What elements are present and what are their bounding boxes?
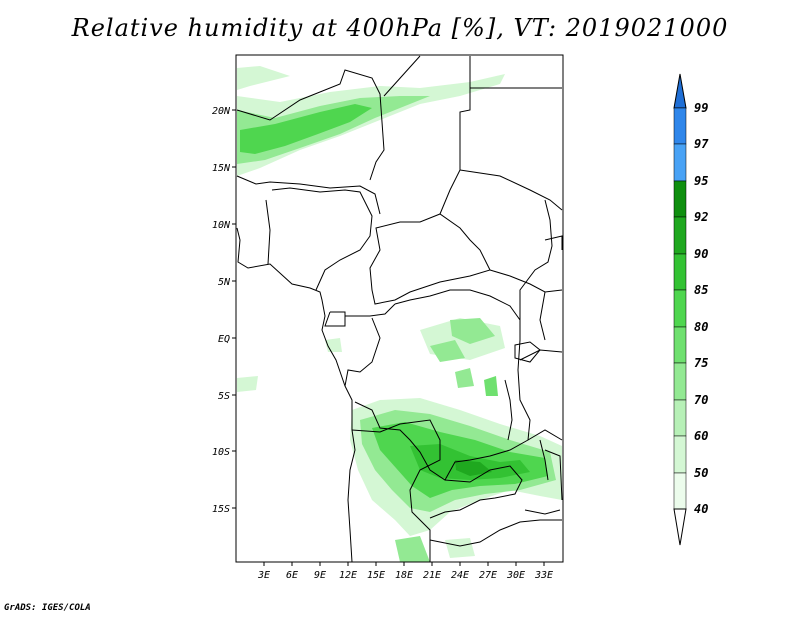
lon-label: 12E bbox=[339, 570, 357, 581]
lat-label: EQ bbox=[218, 334, 230, 345]
border-sudan bbox=[459, 169, 563, 250]
humidity-patch-west bbox=[237, 376, 258, 392]
humidity-shading bbox=[237, 66, 562, 562]
colorbar-label: 85 bbox=[694, 283, 708, 297]
border-congo bbox=[344, 317, 381, 387]
border-zambia bbox=[429, 465, 523, 519]
colorbar-segment bbox=[673, 107, 687, 145]
lon-label: 3E bbox=[257, 570, 270, 581]
border-algeria-libya bbox=[236, 69, 385, 181]
lake-victoria bbox=[514, 341, 541, 363]
lon-label: 24E bbox=[451, 570, 469, 581]
colorbar-segment bbox=[673, 143, 687, 182]
lake-malawi bbox=[539, 439, 549, 481]
colorbar-label: 40 bbox=[694, 502, 708, 516]
humidity-south-tail bbox=[395, 536, 430, 562]
lat-label: 10S bbox=[212, 447, 230, 458]
lat-label: 15N bbox=[212, 163, 231, 174]
colorbar-label: 60 bbox=[694, 429, 708, 443]
humidity-band-north bbox=[237, 66, 290, 90]
colorbar-label: 90 bbox=[694, 247, 708, 261]
colorbar-segment bbox=[673, 362, 687, 401]
border-cameroon-gabon bbox=[324, 303, 396, 327]
humidity-patch-c1 bbox=[455, 368, 474, 388]
lon-label: 15E bbox=[367, 570, 385, 581]
colorbar-label: 97 bbox=[694, 137, 709, 151]
lon-label: 18E bbox=[395, 570, 413, 581]
grads-credit: GrADS: IGES/COLA bbox=[4, 603, 91, 613]
border-chad-car bbox=[369, 213, 491, 305]
humidity-band-north-outer bbox=[237, 74, 505, 176]
lon-label: 27E bbox=[479, 570, 497, 581]
country-borders bbox=[236, 55, 563, 563]
colorbar-label: 95 bbox=[694, 174, 708, 188]
lat-label: 15S bbox=[212, 504, 230, 515]
colorbar-top-arrow bbox=[673, 73, 687, 109]
axis-ticks bbox=[232, 109, 545, 566]
colorbar-label: 99 bbox=[694, 101, 708, 115]
border-east bbox=[519, 199, 553, 341]
border-mozambique bbox=[524, 449, 563, 515]
humidity-patch-c2 bbox=[484, 376, 498, 396]
coastline-west bbox=[236, 227, 356, 563]
lat-label: 10N bbox=[212, 220, 231, 231]
map-frame bbox=[235, 54, 564, 563]
lon-label: 9E bbox=[314, 570, 326, 581]
lat-label: 20N bbox=[212, 106, 231, 117]
humidity-patch-eq2 bbox=[450, 318, 495, 344]
border-mali-niger bbox=[236, 175, 381, 215]
colorbar-label: 75 bbox=[694, 356, 708, 370]
humidity-south-peak bbox=[455, 460, 492, 476]
border-nigeria bbox=[265, 187, 373, 291]
lon-label: 33E bbox=[534, 570, 553, 581]
border-southsudan bbox=[489, 269, 563, 293]
lake-tanganyika bbox=[504, 379, 513, 441]
border-niger-chad bbox=[383, 55, 471, 215]
colorbar-bottom-arrow bbox=[673, 508, 687, 546]
humidity-south-tail2 bbox=[445, 538, 475, 558]
colorbar-segment bbox=[673, 216, 687, 255]
colorbar-segment bbox=[673, 289, 687, 328]
colorbar-segment bbox=[673, 435, 687, 474]
colorbar-label: 70 bbox=[694, 393, 708, 407]
humidity-patch-eq3 bbox=[430, 340, 465, 362]
lat-label: 5S bbox=[218, 391, 230, 402]
colorbar-label: 50 bbox=[694, 466, 708, 480]
border-southafrica bbox=[429, 519, 562, 547]
colorbar-label: 92 bbox=[694, 210, 708, 224]
border-angola bbox=[351, 419, 441, 562]
colorbar-segment bbox=[673, 326, 687, 364]
lat-label: 5N bbox=[218, 277, 231, 288]
lon-label: 21E bbox=[423, 570, 441, 581]
colorbar-label: 80 bbox=[694, 320, 708, 334]
chart-title: Relative humidity at 400hPa [%], VT: 201… bbox=[71, 14, 729, 42]
humidity-band-north-core bbox=[240, 104, 372, 154]
colorbar bbox=[673, 73, 687, 546]
lon-label: 6E bbox=[286, 570, 298, 581]
colorbar-segment bbox=[673, 399, 687, 437]
border-tanzania bbox=[519, 349, 563, 441]
lon-label: 30E bbox=[506, 570, 525, 581]
colorbar-segment bbox=[673, 180, 687, 218]
colorbar-segment bbox=[673, 253, 687, 291]
colorbar-segment bbox=[673, 472, 687, 510]
